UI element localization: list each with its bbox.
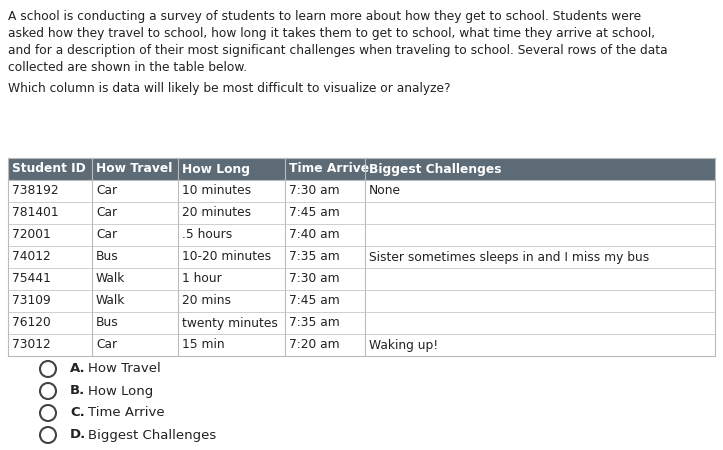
Text: 7:35 am: 7:35 am <box>289 316 340 329</box>
Text: 74012: 74012 <box>12 251 51 264</box>
Text: 7:20 am: 7:20 am <box>289 338 340 351</box>
Text: 7:30 am: 7:30 am <box>289 184 340 198</box>
Text: and for a description of their most significant challenges when traveling to sch: and for a description of their most sign… <box>8 44 667 57</box>
Text: How Travel: How Travel <box>96 162 172 176</box>
Text: Car: Car <box>96 207 117 220</box>
Text: Which column is data will likely be most difficult to visualize or analyze?: Which column is data will likely be most… <box>8 82 450 95</box>
Text: C.: C. <box>70 406 85 419</box>
Text: collected are shown in the table below.: collected are shown in the table below. <box>8 61 247 74</box>
Text: Biggest Challenges: Biggest Challenges <box>369 162 502 176</box>
Text: 7:40 am: 7:40 am <box>289 229 340 242</box>
Text: 7:45 am: 7:45 am <box>289 207 340 220</box>
Text: Car: Car <box>96 184 117 198</box>
Bar <box>8 246 715 268</box>
Text: asked how they travel to school, how long it takes them to get to school, what t: asked how they travel to school, how lon… <box>8 27 655 40</box>
Bar <box>8 290 715 312</box>
Text: 20 mins: 20 mins <box>182 294 231 307</box>
Bar <box>8 334 715 356</box>
Text: twenty minutes: twenty minutes <box>182 316 278 329</box>
Text: Waking up!: Waking up! <box>369 338 438 351</box>
Text: Student ID: Student ID <box>12 162 86 176</box>
Text: 10-20 minutes: 10-20 minutes <box>182 251 271 264</box>
Text: 73012: 73012 <box>12 338 51 351</box>
Text: Walk: Walk <box>96 294 125 307</box>
Text: How Long: How Long <box>88 384 153 397</box>
Text: How Long: How Long <box>182 162 250 176</box>
Text: How Travel: How Travel <box>88 363 161 375</box>
Text: 1 hour: 1 hour <box>182 273 222 285</box>
Text: A school is conducting a survey of students to learn more about how they get to : A school is conducting a survey of stude… <box>8 10 641 23</box>
Text: 738192: 738192 <box>12 184 59 198</box>
Text: Car: Car <box>96 338 117 351</box>
Text: Time Arrive: Time Arrive <box>88 406 165 419</box>
Text: 781401: 781401 <box>12 207 59 220</box>
Text: None: None <box>369 184 401 198</box>
Text: D.: D. <box>70 428 86 441</box>
Bar <box>8 224 715 246</box>
Text: 7:35 am: 7:35 am <box>289 251 340 264</box>
Bar <box>8 158 715 180</box>
Text: 20 minutes: 20 minutes <box>182 207 251 220</box>
Bar <box>8 268 715 290</box>
Bar <box>8 202 715 224</box>
Text: 7:45 am: 7:45 am <box>289 294 340 307</box>
Text: 7:30 am: 7:30 am <box>289 273 340 285</box>
Text: 72001: 72001 <box>12 229 51 242</box>
Text: 73109: 73109 <box>12 294 51 307</box>
Text: Time Arrive: Time Arrive <box>289 162 369 176</box>
Text: Car: Car <box>96 229 117 242</box>
Text: Sister sometimes sleeps in and I miss my bus: Sister sometimes sleeps in and I miss my… <box>369 251 649 264</box>
Text: B.: B. <box>70 384 85 397</box>
Text: Bus: Bus <box>96 251 119 264</box>
Text: Biggest Challenges: Biggest Challenges <box>88 428 216 441</box>
Text: 76120: 76120 <box>12 316 51 329</box>
Text: A.: A. <box>70 363 85 375</box>
Bar <box>8 180 715 202</box>
Text: Bus: Bus <box>96 316 119 329</box>
Text: Walk: Walk <box>96 273 125 285</box>
Text: 10 minutes: 10 minutes <box>182 184 251 198</box>
Bar <box>8 312 715 334</box>
Text: 75441: 75441 <box>12 273 51 285</box>
Text: 15 min: 15 min <box>182 338 225 351</box>
Text: .5 hours: .5 hours <box>182 229 232 242</box>
